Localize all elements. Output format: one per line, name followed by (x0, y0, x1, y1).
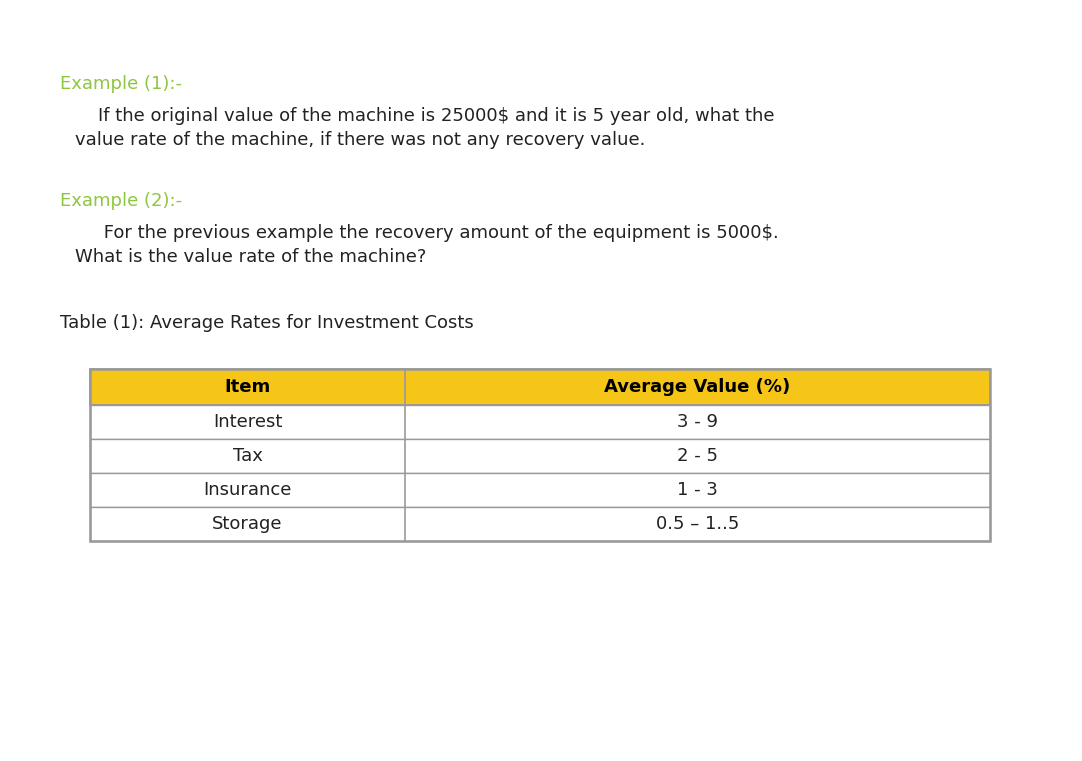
Text: If the original value of the machine is 25000$ and it is 5 year old, what the
va: If the original value of the machine is … (75, 107, 775, 148)
Bar (90, 369, 990, 405)
Bar (90, 405, 990, 439)
Text: Example (1):-: Example (1):- (60, 75, 182, 93)
Text: 3 - 9: 3 - 9 (677, 413, 718, 431)
Text: Insurance: Insurance (203, 481, 292, 499)
Text: Item: Item (224, 378, 270, 396)
Text: Average Value (%): Average Value (%) (605, 378, 791, 396)
Text: Storage: Storage (212, 515, 282, 533)
Text: 1 - 3: 1 - 3 (677, 481, 718, 499)
Bar (90, 473, 990, 507)
Text: Tax: Tax (233, 447, 263, 465)
Text: For the previous example the recovery amount of the equipment is 5000$.
What is : For the previous example the recovery am… (75, 224, 779, 266)
Bar (90, 369, 990, 541)
Text: Interest: Interest (213, 413, 282, 431)
Text: 2 - 5: 2 - 5 (677, 447, 718, 465)
Bar (90, 439, 990, 473)
Text: 0.5 – 1..5: 0.5 – 1..5 (656, 515, 739, 533)
Bar (90, 507, 990, 541)
Text: Example (2):-: Example (2):- (60, 192, 182, 210)
Text: Table (1): Average Rates for Investment Costs: Table (1): Average Rates for Investment … (60, 314, 474, 332)
